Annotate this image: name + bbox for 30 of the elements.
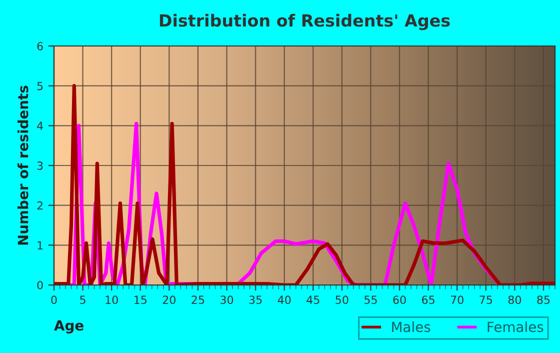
y-tick-label: 5 (37, 82, 43, 90)
legend-label: Females (488, 321, 544, 332)
x-tick-label: 55 (364, 296, 377, 304)
x-tick-label: 70 (450, 296, 464, 304)
y-tick-label: 3 (37, 161, 43, 170)
x-tick-label: 80 (508, 296, 522, 304)
x-tick-label: 60 (393, 296, 406, 304)
y-tick-label: 2 (37, 201, 42, 210)
x-tick-label: 65 (422, 296, 434, 304)
y-tick-label: 0 (37, 280, 43, 290)
x-tick-label: 85 (537, 296, 550, 304)
y-tick-label: 6 (37, 42, 43, 50)
x-tick-label: 10 (106, 296, 118, 304)
x-tick-label: 0 (51, 296, 57, 304)
x-tick-label: 45 (306, 296, 320, 304)
legend-label: Males (392, 321, 430, 332)
x-tick-label: 20 (162, 296, 176, 304)
x-tick-label: 40 (278, 296, 291, 304)
y-tick-label: 4 (37, 122, 43, 130)
x-tick-label: 15 (134, 296, 146, 304)
x-tick-label: 25 (192, 296, 204, 304)
y-tick-label: 1 (38, 241, 43, 250)
y-axis-title: Number of residents (18, 86, 28, 245)
x-tick-label: 30 (220, 296, 234, 304)
x-tick-label: 35 (249, 296, 262, 304)
x-tick-label: 5 (80, 296, 86, 304)
x-tick-label: 50 (336, 296, 348, 304)
x-axis-title: Age (54, 320, 84, 334)
x-tick-label: 75 (480, 296, 492, 304)
chart-title: Distribution of Residents' Ages (160, 14, 450, 30)
